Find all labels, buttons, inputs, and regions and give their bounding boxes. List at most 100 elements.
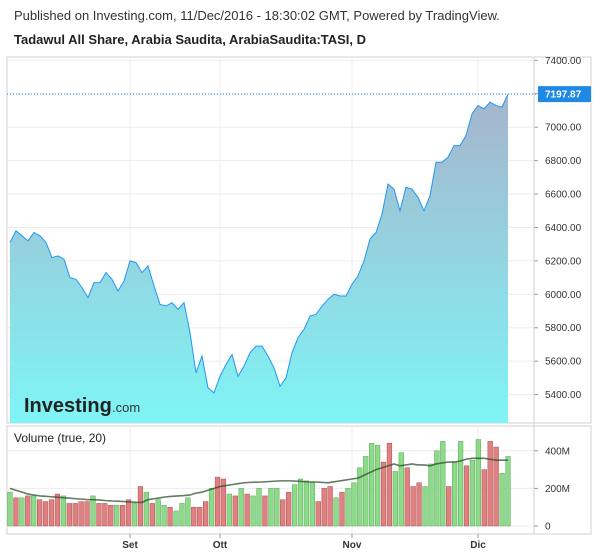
x-tick-label: Ott <box>213 540 228 551</box>
volume-ma-line <box>9 457 508 504</box>
volume-bar-down <box>66 503 72 527</box>
volume-bar-down <box>125 499 132 527</box>
volume-bar-up <box>256 488 262 527</box>
volume-bars <box>7 439 511 527</box>
volume-bar-down <box>137 486 144 527</box>
volume-bar-up <box>369 443 375 527</box>
volume-y-axis: 0 200M 400M <box>534 446 570 533</box>
volume-bar-up <box>291 484 298 527</box>
volume-bar-up <box>475 439 481 527</box>
volume-bar-up <box>392 471 398 527</box>
price-tick-label: 6800.00 <box>545 156 582 167</box>
price-tick-label: 7400.00 <box>545 56 582 67</box>
last-price-tag: 7197.87 <box>538 86 591 103</box>
volume-bar-down <box>487 441 493 527</box>
volume-bar-up <box>440 441 446 527</box>
x-tick-label: Nov <box>343 540 362 551</box>
volume-bar-up <box>31 495 37 527</box>
volume-bar-down <box>416 482 422 527</box>
volume-bar-up <box>303 480 310 527</box>
volume-bar-up <box>452 461 458 527</box>
x-tick-label: Set <box>122 540 138 551</box>
volume-bar-down <box>72 503 78 527</box>
volume-bar-up <box>208 488 215 527</box>
price-tick-label: 6600.00 <box>545 190 582 201</box>
volume-bar-up <box>7 491 13 527</box>
volume-bar-up <box>428 463 434 527</box>
symbol-title: Tadawul All Share, Arabia Saudita, Arabi… <box>14 32 367 47</box>
volume-bar-down <box>321 488 327 527</box>
volume-bar-up <box>143 491 149 527</box>
volume-bar-down <box>404 467 410 527</box>
volume-bar-up <box>351 482 357 527</box>
volume-bar-down <box>220 478 227 527</box>
volume-bar-down <box>84 501 90 527</box>
volume-bar-down <box>214 476 221 527</box>
volume-bar-down <box>262 495 268 527</box>
volume-bar-up <box>309 482 315 527</box>
last-price-text: 7197.87 <box>545 90 582 101</box>
logo-suffix: .com <box>112 400 140 415</box>
volume-tick-label: 400M <box>545 446 570 457</box>
volume-bar-up <box>173 510 179 527</box>
volume-bar-down <box>42 501 49 527</box>
volume-bar-up <box>161 505 167 527</box>
volume-bar-up <box>114 505 120 527</box>
volume-bar-down <box>244 493 250 527</box>
volume-bar-up <box>60 495 66 527</box>
volume-bar-up <box>374 444 381 527</box>
volume-bar-up <box>250 495 256 527</box>
logo-wordmark: Investing <box>24 395 112 417</box>
volume-bar-down <box>232 495 238 527</box>
volume-bar-up <box>363 456 369 527</box>
volume-bar-up <box>274 488 280 527</box>
volume-bar-down <box>280 499 286 527</box>
volume-bar-down <box>203 501 209 527</box>
volume-bar-up <box>345 488 351 527</box>
volume-bar-down <box>13 497 19 527</box>
volume-bar-down <box>149 503 155 527</box>
price-tick-label: 6400.00 <box>545 223 582 234</box>
volume-bar-down <box>25 495 31 527</box>
volume-bar-up <box>238 488 244 527</box>
x-axis: Set Ott Nov Dic <box>7 533 534 551</box>
volume-bar-up <box>499 473 505 527</box>
volume-bar-up <box>297 478 304 527</box>
volume-bar-up <box>469 459 476 527</box>
volume-bar-down <box>386 443 393 527</box>
volume-bar-down <box>37 499 43 527</box>
price-tick-label: 5600.00 <box>545 357 582 368</box>
volume-bar-down <box>197 506 203 527</box>
volume-bar-up <box>505 456 511 527</box>
volume-bar-down <box>96 503 102 527</box>
volume-bar-up <box>179 503 185 527</box>
price-y-axis: 5400.00 5600.00 5800.00 6000.00 6200.00 6400.… <box>533 56 582 534</box>
volume-bar-up <box>434 450 440 527</box>
volume-bar-down <box>191 506 197 527</box>
investing-logo: Investing .com <box>24 395 140 417</box>
price-line <box>9 93 509 394</box>
volume-bar-down <box>167 506 173 527</box>
volume-bar-down <box>446 486 452 527</box>
volume-bar-down <box>102 503 108 527</box>
volume-bar-up <box>333 497 339 527</box>
volume-bar-up <box>357 467 363 527</box>
volume-bar-down <box>327 486 333 527</box>
x-tick-label: Dic <box>470 540 486 551</box>
volume-bar-up <box>185 497 191 527</box>
volume-tick-label: 200M <box>545 484 570 495</box>
price-tick-label: 6200.00 <box>545 256 582 267</box>
volume-bar-up <box>422 486 428 527</box>
price-tick-label: 5800.00 <box>545 323 582 334</box>
published-line: Published on Investing.com, 11/Dec/2016 … <box>14 8 500 23</box>
volume-title: Volume (true, 20) <box>14 431 106 445</box>
volume-bar-down <box>481 469 487 527</box>
volume-bar-down <box>315 501 321 527</box>
volume-bar-down <box>78 501 84 527</box>
volume-bar-up <box>90 495 96 527</box>
volume-bar-down <box>48 499 55 527</box>
volume-bar-up <box>131 503 138 527</box>
volume-bar-down <box>339 491 345 527</box>
volume-bar-down <box>54 493 61 527</box>
